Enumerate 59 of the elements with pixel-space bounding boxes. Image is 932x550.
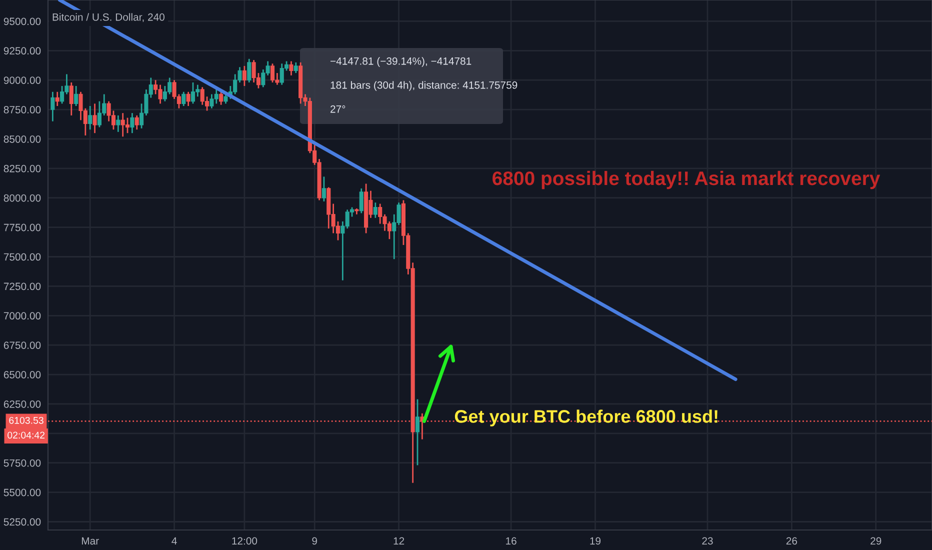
annotation: −4147.81 (−39.14%), −414781 — [330, 57, 472, 67]
text: 02:04:42 — [8, 432, 45, 439]
candlestick — [69, 82, 74, 116]
annotation: 27° — [330, 105, 346, 113]
candlestick — [242, 65, 246, 87]
ref-line-label: 6103.53 — [9, 416, 44, 424]
annotation: 181 bars (30d 4h), distance: 4151.75759 — [330, 81, 518, 91]
y-tick-label: 5750.00 — [4, 459, 41, 467]
y-tick-label: 5250.00 — [4, 518, 41, 526]
candlestick — [50, 91, 55, 122]
candlestick — [289, 60, 294, 76]
y-tick-label: 6750.00 — [4, 342, 41, 349]
y-tick-label: 8500.00 — [4, 135, 41, 143]
candlestick — [415, 398, 420, 466]
y-tick-label: 9000.00 — [4, 76, 41, 84]
y-tick-label: 9500.00 — [4, 18, 41, 26]
annotation: Get your BTC before 6800 usd! — [454, 410, 718, 426]
x-tick-label: 19 — [590, 537, 601, 545]
x-tick-label: 16 — [506, 537, 516, 545]
candlestick — [186, 91, 190, 107]
candlestick — [55, 91, 60, 107]
y-tick-label: 9250.00 — [4, 47, 41, 55]
x-tick-label: 23 — [702, 537, 713, 545]
candlestick — [60, 85, 64, 104]
candlestick — [190, 82, 196, 104]
x-tick-label: 29 — [870, 537, 882, 545]
candlestick — [322, 176, 326, 202]
y-tick-label: 8750.00 — [4, 106, 41, 114]
candlestick — [92, 102, 97, 134]
x-tick-label: 9 — [312, 537, 318, 545]
y-tick-label: 6250.00 — [4, 400, 41, 408]
candlestick — [182, 91, 186, 107]
x-tick-label: 4 — [172, 537, 177, 544]
candlestick — [125, 117, 130, 134]
x-tick-label: 12 — [394, 537, 404, 544]
candlestick — [74, 85, 78, 107]
y-tick-label: 6500.00 — [4, 371, 41, 378]
candlestick — [88, 105, 92, 130]
candlestick — [134, 114, 139, 130]
y-tick-label: 7250.00 — [4, 282, 41, 290]
candlestick — [219, 91, 224, 106]
text: Bitcoin / U.S. Dollar, 240 — [52, 13, 164, 22]
candlestick — [247, 58, 252, 84]
y-tick-label: 7750.00 — [4, 224, 41, 232]
x-tick-label: Mar — [82, 537, 99, 545]
candlestick — [116, 114, 120, 133]
x-tick-label: 26 — [786, 537, 798, 545]
y-tick-label: 7000.00 — [4, 312, 41, 320]
candlestick — [294, 62, 298, 74]
candlestick — [359, 188, 364, 214]
candlestick — [373, 202, 378, 219]
y-tick-label: 8250.00 — [4, 164, 41, 172]
annotation: 6800 possible today!! Asia markt recovery — [492, 170, 880, 190]
y-tick-label: 5500.00 — [4, 488, 41, 496]
y-tick-label: 7500.00 — [4, 253, 41, 261]
x-tick-label: 12:00 — [232, 537, 258, 545]
y-tick-label: 8000.00 — [4, 194, 41, 202]
candlestick — [130, 112, 134, 134]
candlestick — [270, 62, 275, 84]
